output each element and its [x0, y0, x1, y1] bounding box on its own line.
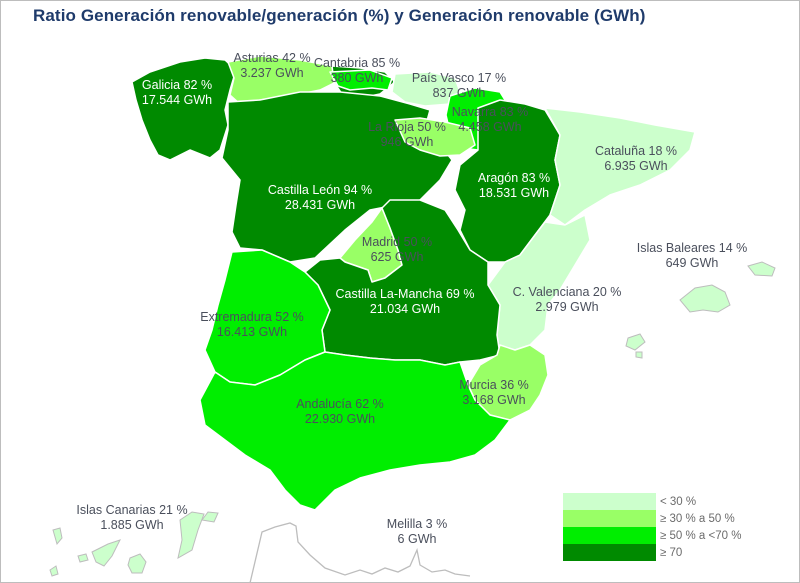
label-catalunya-gwh: 6.935 GWh [604, 159, 668, 173]
label-c-valenciana-gwh: 2.979 GWh [535, 300, 599, 314]
label-murcia: Murcia 36 % 3.168 GWh [459, 378, 528, 408]
region-cantabria-highlight [329, 69, 393, 91]
legend-swatch-50to70 [563, 527, 656, 544]
label-islas-canarias-gwh: 1.885 GWh [100, 518, 164, 532]
legend-item-ge70: ≥ 70 [563, 544, 741, 561]
label-extremadura-gwh: 16.413 GWh [216, 325, 288, 339]
label-extremadura: Extremadura 52 % 16.413 GWh [200, 310, 304, 340]
legend-label-30to50: ≥ 30 % a 50 % [660, 512, 735, 525]
label-madrid-gwh: 625 GWh [370, 250, 424, 264]
label-islas-baleares-gwh: 649 GWh [665, 256, 719, 270]
legend-label-lt30: < 30 % [660, 495, 697, 508]
label-cantabria-pct: Cantabria 85 % [313, 56, 401, 70]
label-galicia: Galicia 82 % 17.544 GWh [142, 78, 212, 108]
region-galicia[interactable] [131, 57, 237, 161]
label-castilla-leon: Castilla León 94 % 28.431 GWh [268, 183, 372, 213]
label-melilla: Melilla 3 % 6 GWh [387, 517, 447, 547]
melilla-coastline [249, 522, 471, 583]
label-castilla-leon-pct: Castilla León 94 % [267, 183, 373, 197]
label-murcia-pct: Murcia 36 % [459, 378, 529, 392]
legend-swatch-lt30 [563, 493, 656, 510]
label-melilla-gwh: 6 GWh [397, 532, 437, 546]
label-castilla-la-mancha-pct: Castilla La-Mancha 69 % [335, 287, 475, 301]
label-islas-baleares-pct: Islas Baleares 14 % [636, 241, 748, 255]
label-andalucia-gwh: 22.930 GWh [304, 412, 376, 426]
label-c-valenciana: C. Valenciana 20 % 2.979 GWh [513, 285, 622, 315]
label-c-valenciana-pct: C. Valenciana 20 % [512, 285, 622, 299]
label-navarra-gwh: 4.458 GWh [458, 120, 522, 134]
label-pais-vasco-pct: País Vasco 17 % [411, 71, 507, 85]
map-title: Ratio Generación renovable/generación (%… [33, 6, 646, 25]
label-navarra-pct: Navarra 83 % [451, 105, 529, 119]
label-asturias: Asturias 42 % 3.237 GWh [233, 51, 310, 81]
label-aragon-pct: Aragón 83 % [477, 171, 551, 185]
label-castilla-leon-gwh: 28.431 GWh [284, 198, 356, 212]
legend-swatch-30to50 [563, 510, 656, 527]
label-galicia-pct: Galicia 82 % [141, 78, 213, 92]
legend-item-lt30: < 30 % [563, 493, 741, 510]
label-islas-canarias: Islas Canarias 21 % 1.885 GWh [76, 503, 187, 533]
label-islas-baleares: Islas Baleares 14 % 649 GWh [637, 241, 747, 271]
label-extremadura-pct: Extremadura 52 % [200, 310, 304, 324]
label-catalunya: Cataluña 18 % 6.935 GWh [595, 144, 677, 174]
region-la-rioja[interactable] [394, 117, 476, 157]
legend-label-50to70: ≥ 50 % a <70 % [660, 529, 742, 542]
label-la-rioja: La Rioja 50 % 946 GWh [368, 120, 446, 150]
label-pais-vasco: País Vasco 17 % 837 GWh [412, 71, 506, 101]
region-islas-baleares[interactable] [625, 261, 776, 359]
label-castilla-la-mancha: Castilla La-Mancha 69 % 21.034 GWh [336, 287, 475, 317]
label-navarra: Navarra 83 % 4.458 GWh [452, 105, 528, 135]
legend-swatch-ge70 [563, 544, 656, 561]
label-madrid-pct: Madrid 50 % [361, 235, 433, 249]
label-andalucia: Andalucía 62 % 22.930 GWh [296, 397, 384, 427]
label-galicia-gwh: 17.544 GWh [141, 93, 213, 107]
label-aragon-gwh: 18.531 GWh [478, 186, 550, 200]
label-aragon: Aragón 83 % 18.531 GWh [478, 171, 550, 201]
label-andalucia-pct: Andalucía 62 % [296, 397, 384, 411]
label-cantabria-gwh: 380 GWh [330, 71, 384, 85]
map-legend: < 30 % ≥ 30 % a 50 % ≥ 50 % a <70 % ≥ 70 [563, 493, 741, 561]
label-asturias-gwh: 3.237 GWh [240, 66, 304, 80]
legend-label-ge70: ≥ 70 [660, 546, 683, 559]
label-murcia-gwh: 3.168 GWh [462, 393, 526, 407]
label-islas-canarias-pct: Islas Canarias 21 % [76, 503, 188, 517]
label-melilla-pct: Melilla 3 % [386, 517, 448, 531]
region-catalunya[interactable] [544, 107, 696, 226]
region-islas-canarias[interactable] [49, 511, 219, 577]
label-la-rioja-pct: La Rioja 50 % [368, 120, 446, 134]
legend-item-30to50: ≥ 30 % a 50 % [563, 510, 741, 527]
label-pais-vasco-gwh: 837 GWh [432, 86, 486, 100]
label-la-rioja-gwh: 946 GWh [380, 135, 434, 149]
label-catalunya-pct: Cataluña 18 % [594, 144, 678, 158]
label-asturias-pct: Asturias 42 % [233, 51, 311, 65]
label-cantabria: Cantabria 85 % 380 GWh [314, 56, 400, 86]
legend-item-50to70: ≥ 50 % a <70 % [563, 527, 741, 544]
label-madrid: Madrid 50 % 625 GWh [362, 235, 432, 265]
region-andalucia[interactable] [199, 351, 511, 511]
label-castilla-la-mancha-gwh: 21.034 GWh [369, 302, 441, 316]
